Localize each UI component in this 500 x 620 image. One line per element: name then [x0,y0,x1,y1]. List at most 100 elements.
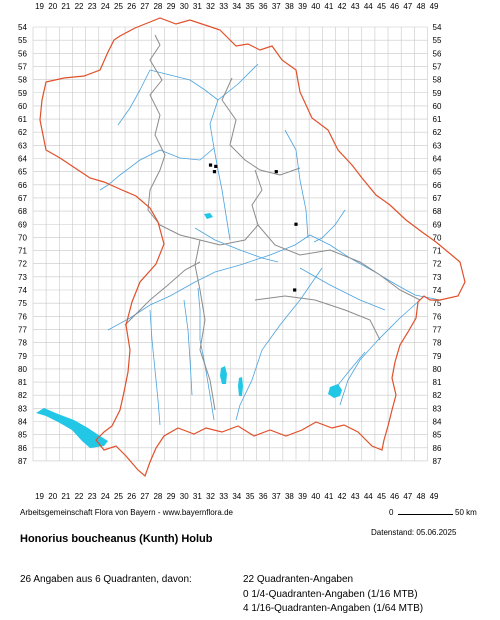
column-label: 39 [298,492,307,501]
row-label: 72 [18,260,27,269]
occurrence-marker [212,170,217,174]
lake-bodensee [36,408,108,448]
row-label: 70 [433,233,442,242]
column-label: 19 [35,2,44,11]
river-lech [197,287,215,421]
row-label: 63 [433,141,442,150]
occurrence-marker [293,288,297,292]
river-regen [313,209,346,243]
row-label: 68 [18,207,27,216]
row-label: 83 [18,404,27,413]
row-label: 82 [18,391,27,400]
lake-starnberger-see [238,377,243,396]
row-label: 79 [433,352,442,361]
column-label: 36 [259,2,268,11]
lake-chiemsee [328,384,342,398]
row-label: 55 [433,36,442,45]
occurrence-markers [208,163,298,292]
bavaria-border [39,17,466,478]
border-mittelfranken [159,169,263,246]
row-label: 65 [433,168,442,177]
river-altmuehl [194,227,279,263]
summary-text: 26 Angaben aus 6 Quadranten, davon: [20,574,192,585]
row-label: 80 [433,365,442,374]
column-label: 28 [153,492,162,501]
species-title: Honorius boucheanus (Kunth) Holub [20,533,213,545]
row-label: 64 [433,155,442,164]
row-label: 76 [18,312,27,321]
distribution-map: 19 20 21 22 23 24 25 26 27 28 29 30 31 32 33 34 35 36 37 38… [18,2,466,501]
scale-start-label: 0 [389,508,394,517]
column-label: 27 [140,2,149,11]
row-label: 56 [433,49,442,58]
column-label: 40 [311,492,320,501]
column-label: 31 [193,492,202,501]
column-label: 34 [232,492,241,501]
column-label: 34 [232,2,241,11]
row-label: 69 [433,220,442,229]
row-label: 58 [433,76,442,85]
sixteenth-quadrant-count-line: 4 1/16-Quadranten-Angaben (1/64 MTB) [243,603,424,614]
occurrence-marker [294,222,298,226]
column-label: 33 [219,2,228,11]
river-regnitz [213,147,231,241]
river-alz [337,351,366,386]
column-label: 36 [259,492,268,501]
column-label: 29 [167,492,176,501]
regional-borders [124,34,421,411]
border-oberbayern-niederbayern [254,295,381,341]
column-label: 25 [114,2,123,11]
column-label: 45 [377,2,386,11]
row-label: 54 [18,23,27,32]
column-label: 37 [272,2,281,11]
border-schwaben-oberbayern [194,239,216,411]
row-label: 74 [18,286,27,295]
river-inn [339,299,421,406]
river-naab [284,129,309,239]
row-label: 81 [433,378,442,387]
row-label: 75 [433,299,442,308]
lake-ammersee [220,366,227,384]
occurrence-marker [208,163,213,167]
quarter-quadrant-count-line: 0 1/4-Quadranten-Angaben (1/16 MTB) [243,589,418,600]
row-label: 57 [433,62,442,71]
column-label: 49 [430,492,439,501]
column-label: 24 [101,2,110,11]
column-label: 35 [246,2,255,11]
column-label: 47 [403,2,412,11]
column-label: 37 [272,492,281,501]
column-label: 22 [75,492,84,501]
row-label: 55 [18,36,27,45]
column-label: 43 [351,2,360,11]
column-label: 30 [180,2,189,11]
row-label: 73 [18,273,27,282]
row-label: 85 [433,431,442,440]
river-iller [149,309,161,426]
row-label: 74 [433,286,442,295]
column-label: 35 [246,492,255,501]
row-label: 66 [18,181,27,190]
column-label: 24 [101,492,110,501]
column-label: 32 [206,492,215,501]
column-label: 48 [416,492,425,501]
row-label: 76 [433,312,442,321]
column-label: 41 [324,492,333,501]
column-label: 27 [140,492,149,501]
column-label: 44 [364,2,373,11]
column-label: 49 [430,2,439,11]
row-label: 57 [18,62,27,71]
row-label: 59 [18,89,27,98]
row-label: 67 [433,194,442,203]
scale-end-label: 50 km [455,508,477,517]
column-label: 23 [88,492,97,501]
row-label: 79 [18,352,27,361]
border-franken-schwaben [124,261,201,326]
row-label: 87 [433,457,442,466]
column-label: 41 [324,2,333,11]
column-label: 46 [390,492,399,501]
scale-bar [398,514,453,515]
column-label: 44 [364,492,373,501]
row-label: 56 [18,49,27,58]
row-label: 68 [433,207,442,216]
row-label: 66 [433,181,442,190]
